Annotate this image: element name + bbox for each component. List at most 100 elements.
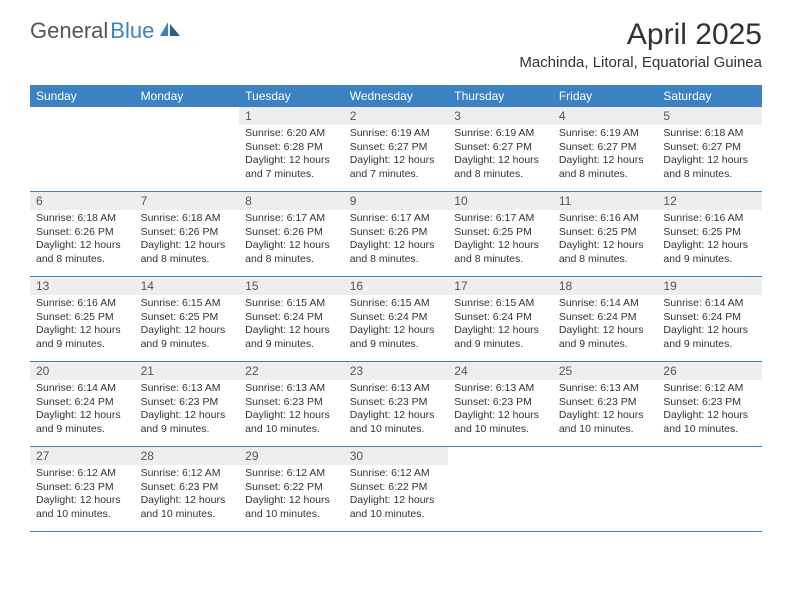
day-body: Sunrise: 6:14 AMSunset: 6:24 PMDaylight:… (553, 295, 658, 356)
weekday-header: Tuesday (239, 85, 344, 107)
daylight-text: Daylight: 12 hours and 8 minutes. (36, 239, 129, 266)
day-body: Sunrise: 6:13 AMSunset: 6:23 PMDaylight:… (553, 380, 658, 441)
daylight-text: Daylight: 12 hours and 7 minutes. (350, 154, 443, 181)
day-number: 26 (657, 362, 762, 380)
week-row: 20Sunrise: 6:14 AMSunset: 6:24 PMDayligh… (30, 362, 762, 447)
sunset-text: Sunset: 6:27 PM (350, 141, 443, 155)
sunrise-text: Sunrise: 6:20 AM (245, 127, 338, 141)
weekday-header-row: Sunday Monday Tuesday Wednesday Thursday… (30, 85, 762, 107)
sunrise-text: Sunrise: 6:12 AM (663, 382, 756, 396)
day-cell: 17Sunrise: 6:15 AMSunset: 6:24 PMDayligh… (448, 277, 553, 361)
daylight-text: Daylight: 12 hours and 9 minutes. (663, 239, 756, 266)
daylight-text: Daylight: 12 hours and 10 minutes. (245, 494, 338, 521)
weekday-header: Thursday (448, 85, 553, 107)
day-cell: 13Sunrise: 6:16 AMSunset: 6:25 PMDayligh… (30, 277, 135, 361)
day-number: 5 (657, 107, 762, 125)
sunset-text: Sunset: 6:27 PM (663, 141, 756, 155)
sunrise-text: Sunrise: 6:12 AM (141, 467, 234, 481)
sunrise-text: Sunrise: 6:19 AM (350, 127, 443, 141)
weekday-header: Saturday (657, 85, 762, 107)
logo-sails-icon (158, 20, 182, 43)
day-body: Sunrise: 6:12 AMSunset: 6:22 PMDaylight:… (344, 465, 449, 526)
daylight-text: Daylight: 12 hours and 8 minutes. (245, 239, 338, 266)
day-cell: 26Sunrise: 6:12 AMSunset: 6:23 PMDayligh… (657, 362, 762, 446)
day-cell: 21Sunrise: 6:13 AMSunset: 6:23 PMDayligh… (135, 362, 240, 446)
weekday-header: Monday (135, 85, 240, 107)
sunset-text: Sunset: 6:24 PM (663, 311, 756, 325)
day-body: Sunrise: 6:16 AMSunset: 6:25 PMDaylight:… (30, 295, 135, 356)
sunset-text: Sunset: 6:23 PM (141, 396, 234, 410)
day-number: 22 (239, 362, 344, 380)
sunset-text: Sunset: 6:23 PM (559, 396, 652, 410)
day-cell: 29Sunrise: 6:12 AMSunset: 6:22 PMDayligh… (239, 447, 344, 531)
daylight-text: Daylight: 12 hours and 7 minutes. (245, 154, 338, 181)
sunset-text: Sunset: 6:27 PM (559, 141, 652, 155)
sunrise-text: Sunrise: 6:12 AM (350, 467, 443, 481)
sunset-text: Sunset: 6:24 PM (350, 311, 443, 325)
day-body: Sunrise: 6:12 AMSunset: 6:23 PMDaylight:… (657, 380, 762, 441)
day-body: Sunrise: 6:18 AMSunset: 6:26 PMDaylight:… (135, 210, 240, 271)
day-number: 7 (135, 192, 240, 210)
daylight-text: Daylight: 12 hours and 8 minutes. (559, 239, 652, 266)
sunrise-text: Sunrise: 6:18 AM (141, 212, 234, 226)
day-number: 18 (553, 277, 658, 295)
sunset-text: Sunset: 6:24 PM (559, 311, 652, 325)
day-cell: 4Sunrise: 6:19 AMSunset: 6:27 PMDaylight… (553, 107, 658, 191)
day-body: Sunrise: 6:16 AMSunset: 6:25 PMDaylight:… (657, 210, 762, 271)
sunrise-text: Sunrise: 6:14 AM (663, 297, 756, 311)
daylight-text: Daylight: 12 hours and 9 minutes. (454, 324, 547, 351)
sunrise-text: Sunrise: 6:18 AM (663, 127, 756, 141)
sunrise-text: Sunrise: 6:16 AM (663, 212, 756, 226)
sunrise-text: Sunrise: 6:19 AM (559, 127, 652, 141)
sunset-text: Sunset: 6:23 PM (245, 396, 338, 410)
daylight-text: Daylight: 12 hours and 9 minutes. (36, 324, 129, 351)
day-number: 13 (30, 277, 135, 295)
sunrise-text: Sunrise: 6:17 AM (245, 212, 338, 226)
day-body: Sunrise: 6:17 AMSunset: 6:26 PMDaylight:… (239, 210, 344, 271)
day-body: Sunrise: 6:12 AMSunset: 6:22 PMDaylight:… (239, 465, 344, 526)
sunset-text: Sunset: 6:25 PM (36, 311, 129, 325)
day-cell (553, 447, 658, 531)
sunrise-text: Sunrise: 6:13 AM (454, 382, 547, 396)
sunset-text: Sunset: 6:22 PM (350, 481, 443, 495)
sunrise-text: Sunrise: 6:12 AM (36, 467, 129, 481)
day-number: 30 (344, 447, 449, 465)
day-number: 2 (344, 107, 449, 125)
daylight-text: Daylight: 12 hours and 10 minutes. (454, 409, 547, 436)
sunset-text: Sunset: 6:26 PM (36, 226, 129, 240)
week-row: 1Sunrise: 6:20 AMSunset: 6:28 PMDaylight… (30, 107, 762, 192)
daylight-text: Daylight: 12 hours and 8 minutes. (141, 239, 234, 266)
month-title: April 2025 (519, 18, 762, 52)
day-number: 25 (553, 362, 658, 380)
day-cell: 24Sunrise: 6:13 AMSunset: 6:23 PMDayligh… (448, 362, 553, 446)
weekday-header: Sunday (30, 85, 135, 107)
day-cell: 27Sunrise: 6:12 AMSunset: 6:23 PMDayligh… (30, 447, 135, 531)
sunset-text: Sunset: 6:23 PM (350, 396, 443, 410)
day-number: 1 (239, 107, 344, 125)
day-number: 8 (239, 192, 344, 210)
day-number: 20 (30, 362, 135, 380)
sunset-text: Sunset: 6:26 PM (350, 226, 443, 240)
daylight-text: Daylight: 12 hours and 8 minutes. (350, 239, 443, 266)
sunrise-text: Sunrise: 6:16 AM (559, 212, 652, 226)
sunrise-text: Sunrise: 6:13 AM (141, 382, 234, 396)
daylight-text: Daylight: 12 hours and 9 minutes. (559, 324, 652, 351)
day-number: 29 (239, 447, 344, 465)
week-row: 6Sunrise: 6:18 AMSunset: 6:26 PMDaylight… (30, 192, 762, 277)
day-body: Sunrise: 6:18 AMSunset: 6:27 PMDaylight:… (657, 125, 762, 186)
daylight-text: Daylight: 12 hours and 9 minutes. (245, 324, 338, 351)
day-cell: 3Sunrise: 6:19 AMSunset: 6:27 PMDaylight… (448, 107, 553, 191)
day-body: Sunrise: 6:13 AMSunset: 6:23 PMDaylight:… (135, 380, 240, 441)
daylight-text: Daylight: 12 hours and 10 minutes. (141, 494, 234, 521)
sunrise-text: Sunrise: 6:18 AM (36, 212, 129, 226)
day-body: Sunrise: 6:15 AMSunset: 6:24 PMDaylight:… (239, 295, 344, 356)
day-cell: 7Sunrise: 6:18 AMSunset: 6:26 PMDaylight… (135, 192, 240, 276)
day-cell: 11Sunrise: 6:16 AMSunset: 6:25 PMDayligh… (553, 192, 658, 276)
daylight-text: Daylight: 12 hours and 10 minutes. (36, 494, 129, 521)
sunrise-text: Sunrise: 6:13 AM (559, 382, 652, 396)
daylight-text: Daylight: 12 hours and 8 minutes. (454, 239, 547, 266)
sunset-text: Sunset: 6:22 PM (245, 481, 338, 495)
daylight-text: Daylight: 12 hours and 9 minutes. (663, 324, 756, 351)
daylight-text: Daylight: 12 hours and 8 minutes. (663, 154, 756, 181)
daylight-text: Daylight: 12 hours and 9 minutes. (141, 409, 234, 436)
